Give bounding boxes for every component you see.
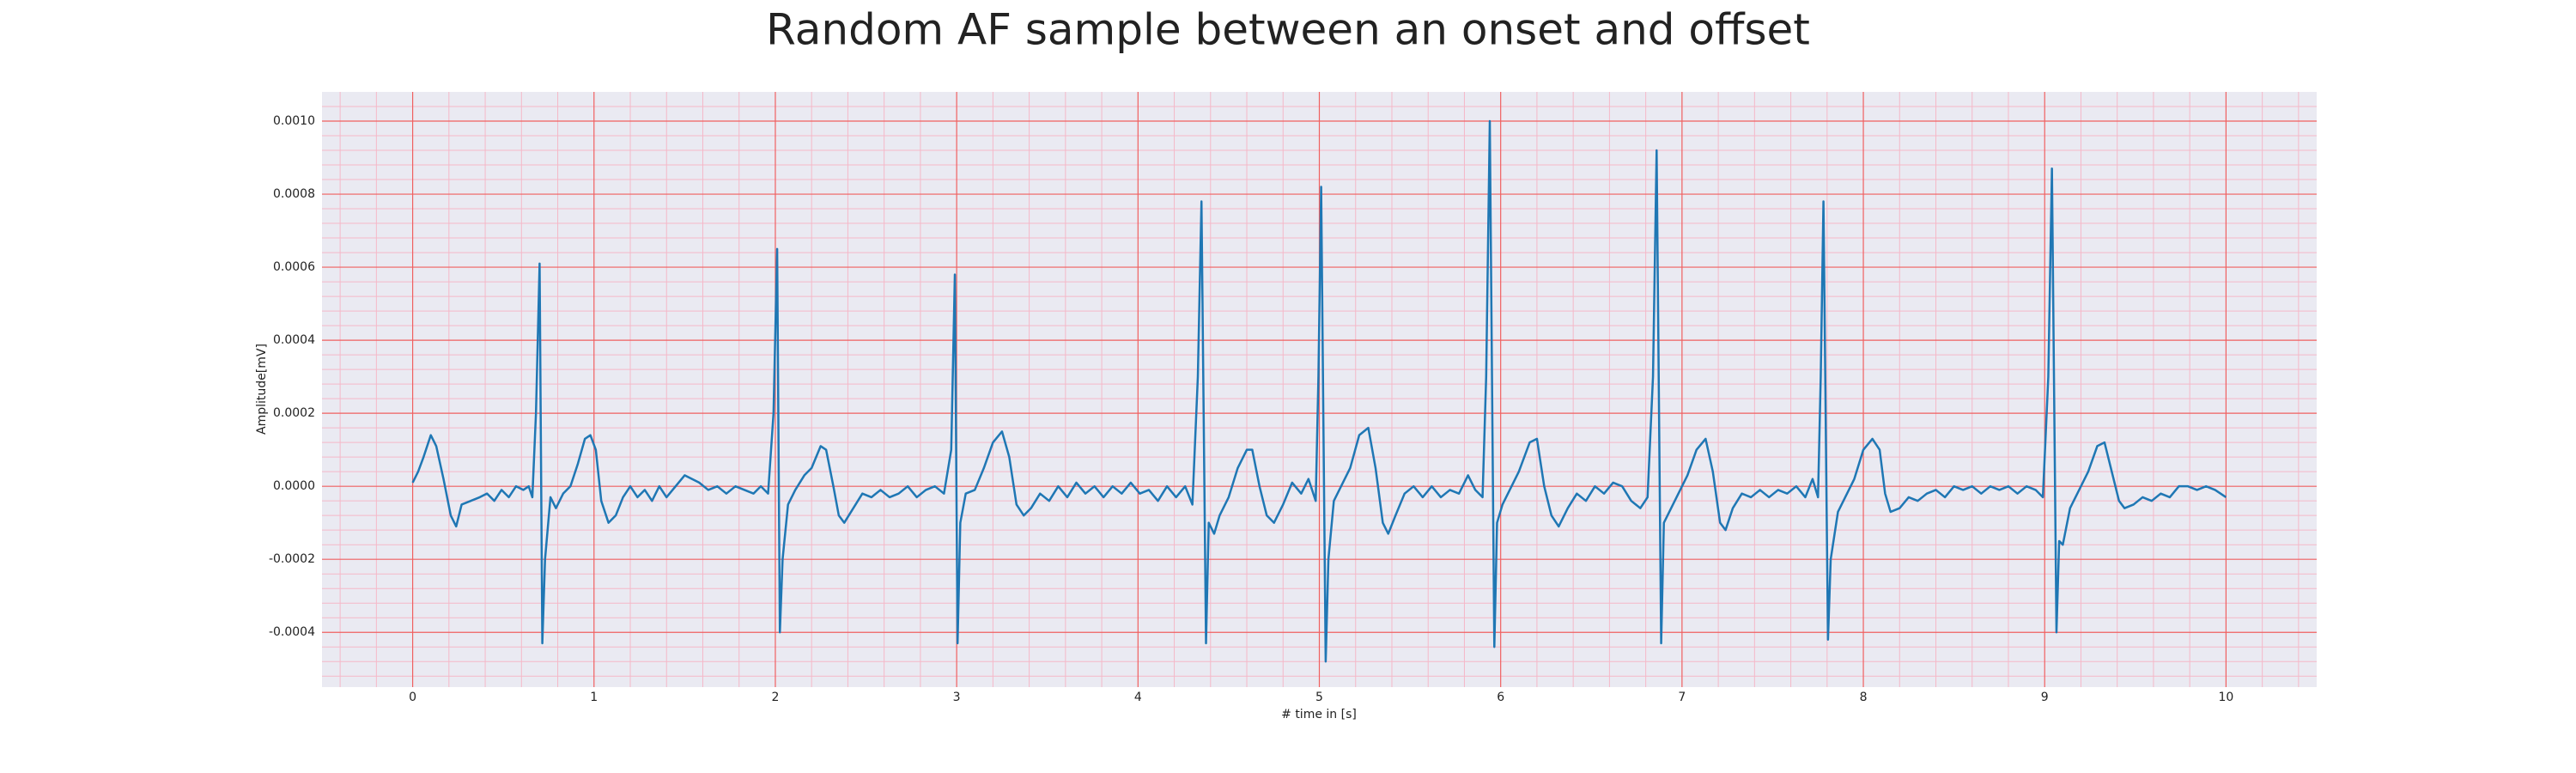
x-tick-label: 0 [409, 691, 416, 704]
y-tick-label: 0.0006 [273, 260, 315, 274]
x-axis-label: # time in [s] [1281, 708, 1357, 721]
y-tick-label: 0.0000 [273, 479, 315, 493]
y-tick-label: 0.0010 [273, 114, 315, 128]
x-tick-label: 6 [1497, 691, 1504, 704]
signal-line [411, 119, 2227, 663]
x-tick-label: 2 [771, 691, 779, 704]
x-tick-label: 3 [953, 691, 961, 704]
x-tick-label: 8 [1860, 691, 1868, 704]
x-tick-label: 5 [1315, 691, 1323, 704]
x-tick-label: 4 [1134, 691, 1142, 704]
chart-title: Random AF sample between an onset and of… [766, 5, 1810, 55]
y-axis-label: Amplitude[mV] [255, 344, 269, 435]
y-tick-label: 0.0008 [273, 187, 315, 201]
x-tick-label: 10 [2218, 691, 2233, 704]
y-tick-label: -0.0004 [269, 625, 315, 639]
grid [322, 92, 2317, 687]
x-tick-label: 9 [2041, 691, 2049, 704]
x-tick-label: 1 [590, 691, 598, 704]
y-tick-label: 0.0002 [273, 406, 315, 420]
y-tick-label: 0.0004 [273, 333, 315, 347]
y-tick-label: -0.0002 [269, 552, 315, 566]
x-tick-label: 7 [1678, 691, 1686, 704]
